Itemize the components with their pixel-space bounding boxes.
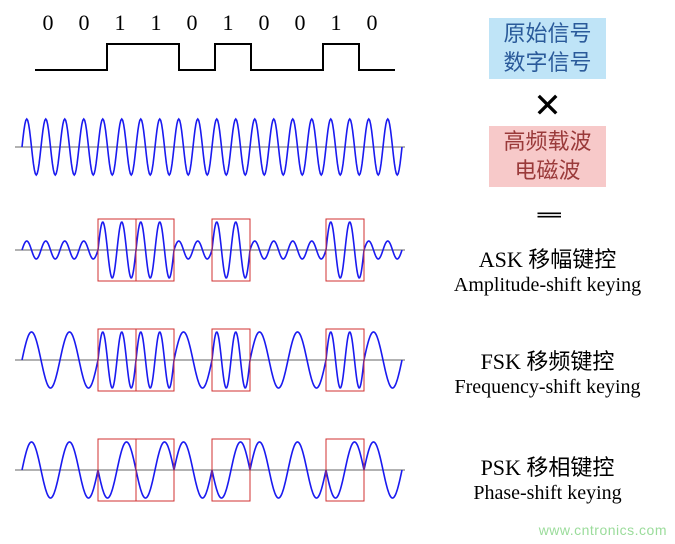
fsk-wave-plot bbox=[10, 320, 410, 405]
labels-column: 原始信号 数字信号 ✕ 高频载波 电磁波 ‖ ASK 移幅键控 Amplitud… bbox=[420, 0, 675, 544]
ask-label: ASK 移幅键控 Amplitude-shift keying bbox=[420, 242, 675, 297]
original-signal-box: 原始信号 数字信号 bbox=[420, 18, 675, 79]
bit-sequence: 0011010010 bbox=[30, 10, 390, 36]
waveform-column: 0011010010 bbox=[0, 0, 420, 544]
watermark: www.cntronics.com bbox=[539, 522, 667, 538]
bit-label: 1 bbox=[318, 10, 354, 36]
diagram-container: 0011010010 原始信号 数字信号 ✕ 高频载波 电磁波 ‖ ASK 移幅… bbox=[0, 0, 675, 544]
box1-line2: 数字信号 bbox=[503, 49, 591, 78]
psk-label-cn: PSK 移相键控 bbox=[420, 450, 675, 482]
ask-label-cn: ASK 移幅键控 bbox=[420, 242, 675, 274]
bit-label: 1 bbox=[102, 10, 138, 36]
psk-label-en: Phase-shift keying bbox=[420, 482, 675, 505]
bit-label: 0 bbox=[282, 10, 318, 36]
bit-label: 0 bbox=[174, 10, 210, 36]
ask-wave-plot bbox=[10, 210, 410, 295]
digital-signal-plot bbox=[10, 36, 410, 85]
fsk-label-en: Frequency-shift keying bbox=[420, 376, 675, 399]
psk-label: PSK 移相键控 Phase-shift keying bbox=[420, 450, 675, 505]
fsk-label: FSK 移频键控 Frequency-shift keying bbox=[420, 344, 675, 399]
carrier-wave-plot bbox=[10, 110, 410, 189]
bit-label: 0 bbox=[66, 10, 102, 36]
box1-line1: 原始信号 bbox=[503, 20, 591, 49]
psk-wave-plot bbox=[10, 430, 410, 515]
fsk-label-cn: FSK 移频键控 bbox=[420, 344, 675, 376]
bit-label: 1 bbox=[138, 10, 174, 36]
equals-symbol: ‖ bbox=[531, 88, 565, 343]
bit-label: 0 bbox=[354, 10, 390, 36]
bit-label: 0 bbox=[246, 10, 282, 36]
ask-label-en: Amplitude-shift keying bbox=[420, 274, 675, 297]
bit-label: 0 bbox=[30, 10, 66, 36]
bit-label: 1 bbox=[210, 10, 246, 36]
